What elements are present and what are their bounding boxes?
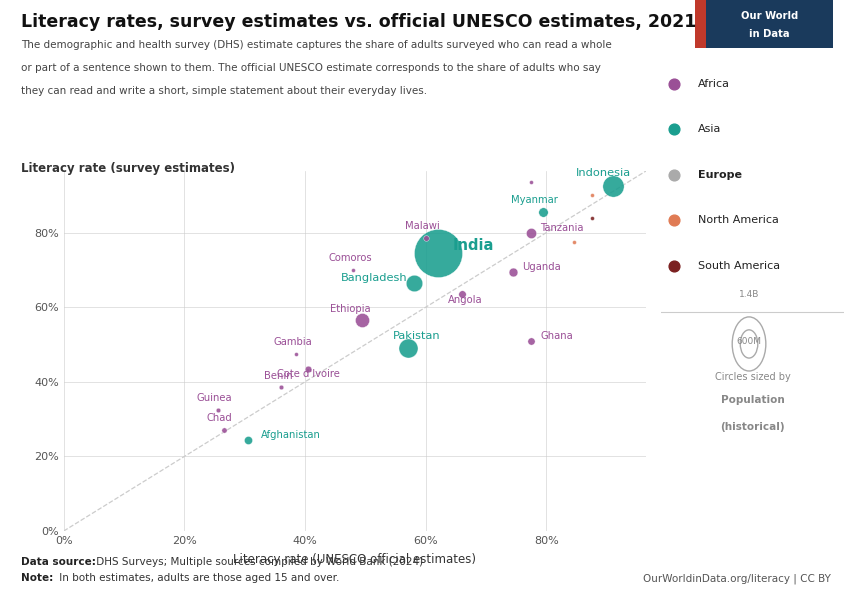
Point xyxy=(667,79,681,89)
Text: Comoros: Comoros xyxy=(329,253,372,263)
Point xyxy=(567,237,581,247)
Text: Afghanistan: Afghanistan xyxy=(261,430,321,440)
Text: Literacy rates, survey estimates vs. official UNESCO estimates, 2021: Literacy rates, survey estimates vs. off… xyxy=(21,13,697,31)
Text: Population: Population xyxy=(721,395,785,406)
Text: Angola: Angola xyxy=(448,295,482,305)
Text: Circles sized by: Circles sized by xyxy=(715,372,791,382)
Point xyxy=(585,213,598,223)
Text: Tanzania: Tanzania xyxy=(541,223,584,233)
Text: North America: North America xyxy=(698,215,779,226)
Text: Our World: Our World xyxy=(741,11,798,21)
Text: Guinea: Guinea xyxy=(197,393,232,403)
Text: they can read and write a short, simple statement about their everyday lives.: they can read and write a short, simple … xyxy=(21,86,428,96)
Text: Bangladesh: Bangladesh xyxy=(341,273,408,283)
Text: Literacy rate (survey estimates): Literacy rate (survey estimates) xyxy=(21,162,235,175)
Point xyxy=(667,125,681,134)
Text: DHS Surveys; Multiple sources compiled by World Bank (2024): DHS Surveys; Multiple sources compiled b… xyxy=(93,557,422,567)
Point xyxy=(275,383,288,392)
Text: Europe: Europe xyxy=(698,170,742,180)
Text: Malawi: Malawi xyxy=(405,221,440,232)
X-axis label: Literacy rate (UNESCO official estimates): Literacy rate (UNESCO official estimates… xyxy=(234,553,476,566)
Text: India: India xyxy=(453,238,495,253)
Text: Ghana: Ghana xyxy=(541,331,573,341)
Point xyxy=(524,228,538,238)
Text: in Data: in Data xyxy=(750,29,790,38)
Point xyxy=(667,215,681,225)
Point xyxy=(241,435,255,445)
Text: The demographic and health survey (DHS) estimate captures the share of adults su: The demographic and health survey (DHS) … xyxy=(21,40,612,50)
Point xyxy=(455,289,468,299)
Text: Cote d'Ivoire: Cote d'Ivoire xyxy=(277,369,339,379)
Point xyxy=(217,425,230,434)
Point xyxy=(524,336,538,346)
Text: Africa: Africa xyxy=(698,79,730,89)
Text: Myanmar: Myanmar xyxy=(511,196,558,205)
Text: (historical): (historical) xyxy=(720,422,785,432)
Text: or part of a sentence shown to them. The official UNESCO estimate corresponds to: or part of a sentence shown to them. The… xyxy=(21,63,601,73)
Text: Chad: Chad xyxy=(207,413,232,423)
Point xyxy=(667,261,681,271)
Text: Note:: Note: xyxy=(21,573,54,583)
Point xyxy=(407,278,421,288)
Point xyxy=(431,248,445,258)
Text: 1.4B: 1.4B xyxy=(739,290,759,299)
Text: 600M: 600M xyxy=(736,337,762,346)
Point xyxy=(507,267,520,277)
Text: Uganda: Uganda xyxy=(522,262,561,272)
Text: Data source:: Data source: xyxy=(21,557,96,567)
Text: Indonesia: Indonesia xyxy=(576,169,632,178)
Point xyxy=(536,207,550,217)
Text: Pakistan: Pakistan xyxy=(393,331,440,341)
Point xyxy=(606,181,620,191)
Text: South America: South America xyxy=(698,261,780,271)
Point xyxy=(401,343,415,353)
Point xyxy=(347,265,360,275)
Point xyxy=(211,405,224,415)
Point xyxy=(355,316,369,325)
Text: Ethiopia: Ethiopia xyxy=(330,304,371,314)
Text: Benin: Benin xyxy=(264,371,292,380)
Point xyxy=(524,178,538,187)
Text: In both estimates, adults are those aged 15 and over.: In both estimates, adults are those aged… xyxy=(56,573,339,583)
Point xyxy=(585,190,598,200)
Point xyxy=(301,364,314,374)
Text: OurWorldinData.org/literacy | CC BY: OurWorldinData.org/literacy | CC BY xyxy=(643,573,831,583)
Point xyxy=(289,349,303,359)
Text: Asia: Asia xyxy=(698,124,721,134)
Point xyxy=(419,233,433,243)
Point xyxy=(667,170,681,180)
Text: Gambia: Gambia xyxy=(274,337,313,347)
